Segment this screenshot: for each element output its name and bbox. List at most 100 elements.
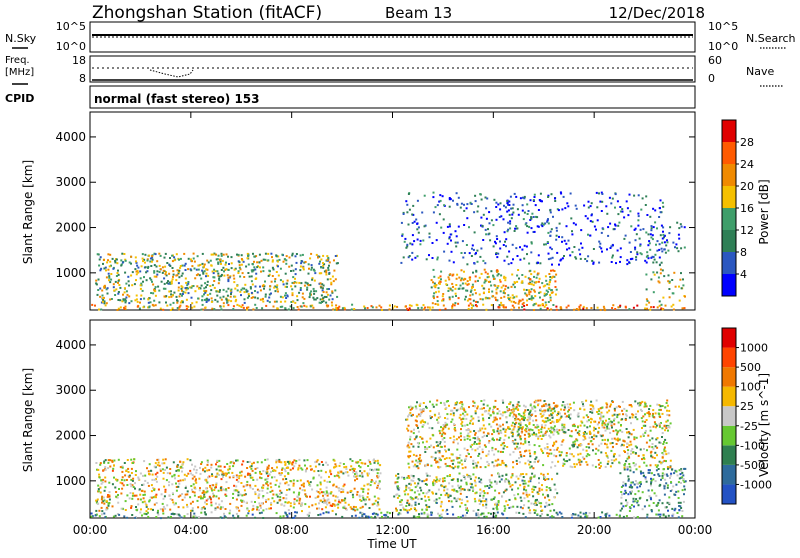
power-cell (255, 286, 257, 288)
velocity-cell (187, 458, 189, 460)
velocity-cell (408, 446, 410, 448)
velocity-cell (231, 472, 233, 474)
velocity-cell (279, 493, 281, 495)
velocity-cell (362, 506, 364, 508)
velocity-cell (328, 493, 330, 495)
velocity-cell (659, 426, 661, 428)
velocity-cell (436, 400, 438, 402)
power-cell (452, 200, 454, 202)
velocity-cell (474, 498, 476, 500)
power-cell (411, 252, 413, 254)
velocity-cell (297, 480, 299, 482)
velocity-cell (550, 510, 552, 512)
velocity-cell (586, 426, 588, 428)
power-cell (220, 306, 222, 308)
power-cell (500, 274, 502, 276)
power-cell (592, 263, 594, 265)
power-cell (306, 287, 308, 289)
velocity-cell (251, 463, 253, 465)
velocity-cell (462, 467, 464, 469)
power-cell (333, 280, 335, 282)
power-cell (232, 308, 234, 310)
velocity-cell (605, 466, 607, 468)
velocity-cell (114, 487, 116, 489)
velocity-cell (620, 424, 622, 426)
power-cell (408, 193, 410, 195)
velocity-cell (626, 432, 628, 434)
velocity-cell (512, 506, 514, 508)
velocity-cell (276, 512, 278, 514)
velocity-cell (402, 507, 404, 509)
velocity-cell (588, 454, 590, 456)
power-cell (448, 278, 450, 280)
velocity-cell (225, 508, 227, 510)
velocity-cell (104, 516, 106, 518)
velocity-cell (103, 461, 105, 463)
power-cell (512, 207, 514, 209)
velocity-cell (646, 465, 648, 467)
power-cell (145, 266, 147, 268)
velocity-cell (320, 476, 322, 478)
power-cell (456, 192, 458, 194)
power-cell (612, 304, 614, 306)
velocity-cell (200, 512, 202, 514)
power-cell (176, 296, 178, 298)
power-cell (471, 203, 473, 205)
power-cell (556, 227, 558, 229)
power-cell (546, 283, 548, 285)
power-cell (665, 305, 667, 307)
power-cell (423, 308, 425, 310)
power-cell (116, 259, 118, 261)
velocity-cell (606, 455, 608, 457)
velocity-cell (121, 471, 123, 473)
velocity-cell (146, 510, 148, 512)
velocity-cell (567, 411, 569, 413)
power-cell (601, 201, 603, 203)
velocity-cell (548, 453, 550, 455)
velocity-cell (178, 506, 180, 508)
velocity-cell (193, 516, 195, 518)
power-cell (280, 268, 282, 270)
power-colorbar-swatch (722, 164, 736, 186)
power-cell (326, 296, 328, 298)
velocity-cell (590, 401, 592, 403)
power-cell (622, 211, 624, 213)
power-cell (228, 299, 230, 301)
velocity-cell (240, 500, 242, 502)
velocity-cell (443, 424, 445, 426)
velocity-cell (428, 506, 430, 508)
power-cell (427, 306, 429, 308)
velocity-cell (441, 430, 443, 432)
velocity-cell (568, 406, 570, 408)
power-cell (131, 300, 133, 302)
velocity-cell (583, 435, 585, 437)
power-cell (120, 265, 122, 267)
velocity-cell (465, 466, 467, 468)
velocity-cell (285, 478, 287, 480)
velocity-cell (293, 465, 295, 467)
velocity-cell (414, 491, 416, 493)
velocity-cell (643, 454, 645, 456)
velocity-cell (372, 469, 374, 471)
velocity-cell (507, 504, 509, 506)
velocity-cell (412, 480, 414, 482)
velocity-cell (470, 446, 472, 448)
velocity-cell (326, 500, 328, 502)
power-cell (274, 278, 276, 280)
velocity-cell (343, 463, 345, 465)
velocity-cell (529, 467, 531, 469)
velocity-cell (477, 462, 479, 464)
velocity-cell (159, 465, 161, 467)
velocity-cell (226, 463, 228, 465)
power-cell (241, 258, 243, 260)
power-cell (522, 210, 524, 212)
power-cell (518, 303, 520, 305)
power-cell (128, 285, 130, 287)
power-cell (309, 294, 311, 296)
velocity-cell (236, 499, 238, 501)
velocity-cell (484, 428, 486, 430)
velocity-cell (529, 512, 531, 514)
velocity-cell (478, 430, 480, 432)
power-cell (487, 228, 489, 230)
velocity-cell (489, 479, 491, 481)
